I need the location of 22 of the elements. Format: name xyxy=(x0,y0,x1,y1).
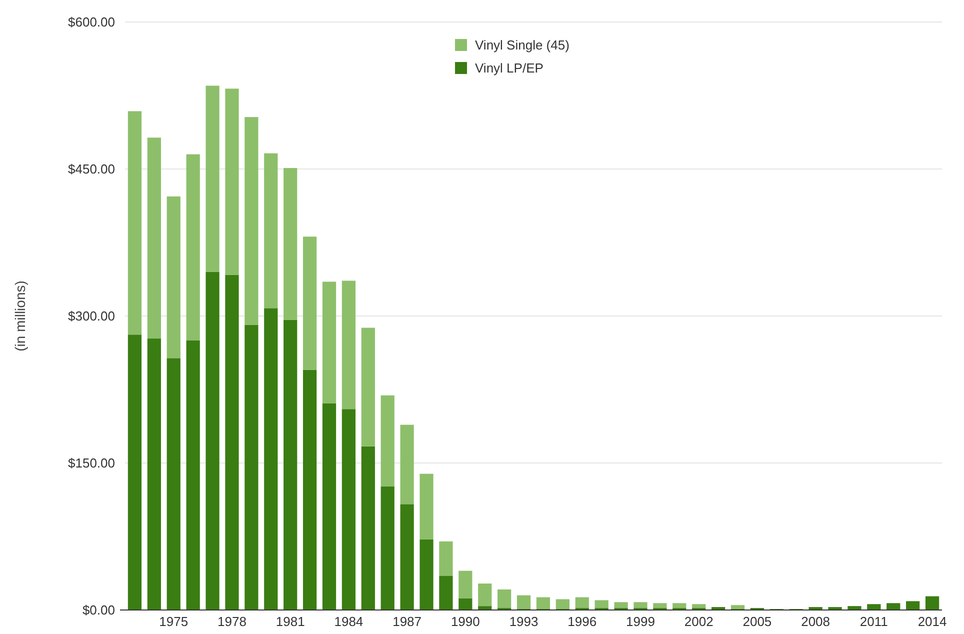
x-tick-label: 2014 xyxy=(918,614,947,629)
x-tick-label: 2011 xyxy=(860,614,888,629)
x-tick-label: 2005 xyxy=(742,614,772,629)
x-tick-label: 1984 xyxy=(334,614,364,629)
y-tick-label: $300.00 xyxy=(68,308,115,324)
x-tick-label: 1996 xyxy=(568,614,597,629)
y-tick-label: $150.00 xyxy=(68,456,115,471)
y-tick-label: $450.00 xyxy=(68,162,115,177)
legend-label: Vinyl LP/EP xyxy=(475,60,544,76)
x-tick-label: 2002 xyxy=(684,614,714,629)
x-tick-label: 1978 xyxy=(218,614,246,629)
x-tick-label: 1999 xyxy=(626,614,655,629)
y-tick-label: $600.00 xyxy=(68,14,115,30)
x-tick-label: 1993 xyxy=(509,614,538,629)
legend-label: Vinyl Single (45) xyxy=(475,38,570,53)
x-tick-label: 1990 xyxy=(450,614,480,629)
x-tick-label: 1981 xyxy=(276,614,305,629)
x-tick-label: 1987 xyxy=(392,614,422,629)
x-tick-label: 1975 xyxy=(159,614,188,629)
y-axis-title: (in millions) xyxy=(12,280,28,352)
y-tick-label: $0.00 xyxy=(82,602,115,618)
x-tick-label: 2008 xyxy=(801,614,830,629)
